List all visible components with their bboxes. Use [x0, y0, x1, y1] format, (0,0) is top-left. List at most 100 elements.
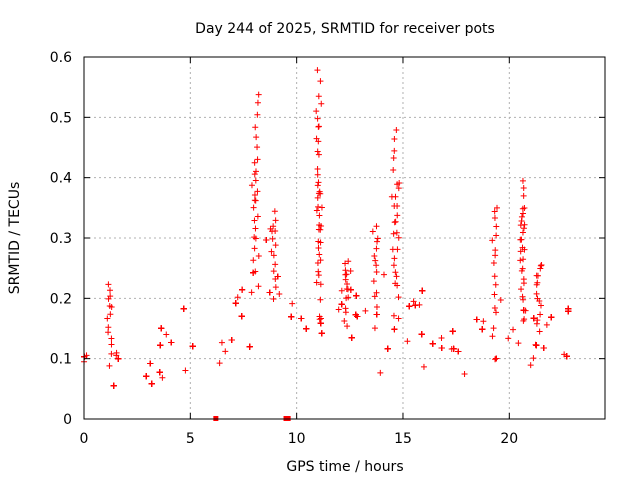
data-point: [494, 204, 501, 211]
data-point: [342, 305, 349, 312]
data-point: [406, 303, 413, 310]
data-point: [252, 268, 259, 275]
y-tick-label: 0.1: [50, 352, 72, 368]
data-point: [537, 262, 544, 269]
data-point: [315, 203, 322, 210]
data-point: [107, 287, 114, 294]
data-point: [342, 260, 349, 267]
y-tick-label: 0.2: [50, 291, 72, 307]
y-tick-label: 0.5: [50, 110, 72, 126]
data-point: [314, 171, 321, 178]
data-point: [272, 284, 279, 291]
y-tick-label: 0.6: [50, 50, 72, 66]
data-point: [534, 317, 541, 324]
data-point: [148, 380, 155, 387]
data-point: [347, 286, 354, 293]
data-point: [392, 269, 399, 276]
data-point: [254, 213, 261, 220]
data-point: [540, 344, 547, 351]
data-point: [492, 356, 499, 363]
data-point: [113, 352, 120, 359]
data-point: [515, 340, 522, 347]
data-point: [105, 329, 112, 336]
data-point: [251, 234, 258, 241]
data-point: [538, 262, 545, 269]
x-tick-label: 0: [80, 431, 89, 447]
data-point: [266, 289, 273, 296]
data-point: [527, 362, 534, 369]
data-point: [314, 67, 321, 74]
data-point: [317, 78, 324, 85]
data-point: [270, 223, 277, 230]
data-point: [534, 279, 541, 286]
data-point: [530, 315, 537, 322]
data-point: [563, 353, 570, 360]
data-point: [263, 237, 270, 244]
data-point: [491, 291, 498, 298]
data-point: [373, 245, 380, 252]
data-point: [315, 268, 322, 275]
data-point: [317, 226, 324, 233]
data-point: [373, 262, 380, 269]
data-point: [251, 245, 258, 252]
data-point: [377, 369, 384, 376]
data-point: [180, 305, 187, 312]
data-point: [313, 108, 320, 115]
data-point: [345, 258, 352, 265]
data-point: [536, 328, 543, 335]
data-point: [519, 293, 526, 300]
data-point: [272, 261, 279, 268]
data-point: [491, 273, 498, 280]
data-point: [438, 345, 445, 351]
data-point: [534, 295, 541, 302]
data-point: [222, 348, 229, 355]
data-point: [105, 281, 112, 288]
data-point: [314, 165, 321, 172]
data-point: [315, 190, 322, 197]
data-point: [395, 234, 402, 241]
data-point: [246, 343, 253, 350]
data-point: [505, 335, 512, 342]
data-point: [373, 268, 380, 275]
data-point: [418, 331, 425, 338]
data-point: [390, 230, 397, 237]
data-point: [104, 315, 111, 322]
data-point: [228, 337, 235, 344]
data-point: [354, 313, 361, 320]
data-point: [520, 225, 527, 232]
data-point: [493, 223, 500, 230]
data-point: [548, 314, 555, 321]
data-point: [248, 289, 255, 296]
x-axis-ticks: 0 5 10 15 20: [80, 57, 518, 447]
data-point: [450, 345, 457, 352]
data-point: [314, 148, 321, 155]
data-point: [410, 298, 417, 305]
data-point: [520, 317, 527, 324]
data-point: [393, 229, 400, 236]
data-point: [108, 341, 115, 348]
data-point: [517, 248, 524, 255]
data-point: [189, 343, 196, 350]
data-point: [271, 208, 278, 215]
data-point: [394, 212, 401, 219]
data-point: [391, 147, 398, 154]
data-point: [343, 271, 350, 278]
data-point: [252, 124, 259, 131]
data-point: [530, 355, 537, 362]
data-point: [288, 313, 295, 320]
data-point: [143, 373, 150, 380]
data-point: [276, 290, 283, 297]
data-point: [314, 115, 321, 122]
data-point: [543, 321, 550, 328]
data-point: [253, 134, 260, 141]
data-point: [490, 325, 497, 332]
data-point: [493, 232, 500, 239]
data-point: [218, 339, 225, 346]
x-tick-label: 20: [500, 431, 518, 447]
data-point: [315, 123, 322, 130]
data-point: [390, 155, 397, 162]
data-point: [395, 294, 402, 301]
data-point: [252, 177, 259, 184]
data-point: [533, 342, 540, 349]
data-point: [338, 301, 345, 308]
